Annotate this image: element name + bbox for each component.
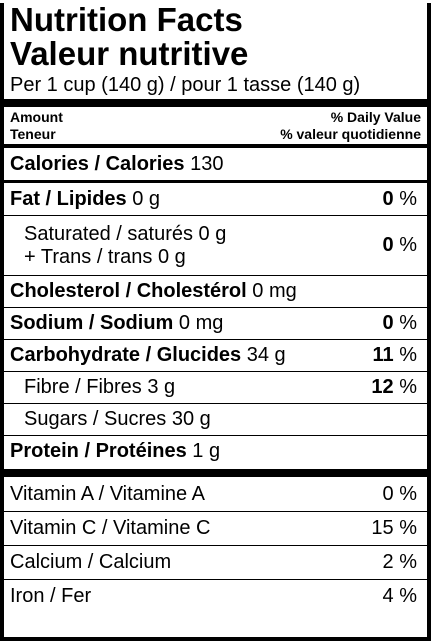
protein-label: Protein / Protéines — [10, 440, 187, 462]
cholesterol-amount: 0 mg — [252, 280, 297, 302]
panel-header: Nutrition Facts Valeur nutritive Per 1 c… — [4, 3, 427, 97]
saturated-label: Saturated / saturés — [24, 222, 193, 245]
fibre-amount: 3 g — [147, 376, 176, 398]
thick-divider — [4, 469, 427, 477]
fibre-pct-unit: % — [399, 376, 417, 398]
carbohydrate-label: Carbohydrate / Glucides — [10, 344, 242, 366]
calcium-pct: 2 % — [382, 551, 417, 573]
sugars-amount: 30 g — [171, 408, 211, 430]
trans-label: + Trans / trans — [24, 245, 153, 268]
iron-label: Iron / Fer — [10, 585, 92, 607]
divider — [4, 180, 427, 183]
sugars-label: Sugars / Sucres — [24, 408, 167, 430]
sodium-pct: 0 — [382, 312, 394, 334]
amount-heading-en: Amount — [10, 109, 63, 125]
thick-divider — [4, 99, 427, 107]
fibre-row: Fibre / Fibres 3 g 12 % — [4, 371, 427, 403]
fibre-label: Fibre / Fibres — [24, 376, 142, 398]
vitamin-c-label: Vitamin C / Vitamine C — [10, 517, 211, 539]
vitamin-c-pct: 15 % — [371, 517, 417, 539]
daily-value-heading: % Daily Value % valeur quotidienne — [280, 109, 421, 143]
protein-amount: 1 g — [192, 440, 221, 462]
fat-amount: 0 g — [132, 187, 161, 210]
sodium-pct-unit: % — [399, 312, 417, 334]
fat-pct-unit: % — [399, 187, 417, 210]
carbohydrate-row: Carbohydrate / Glucides 34 g 11 % — [4, 339, 427, 371]
calcium-row: Calcium / Calcium 2 % — [4, 545, 427, 579]
amount-heading-fr: Teneur — [10, 126, 56, 142]
iron-pct: 4 % — [382, 585, 417, 607]
nutrition-facts-panel: Nutrition Facts Valeur nutritive Per 1 c… — [0, 3, 431, 641]
calories-value: 130 — [190, 152, 224, 175]
saturated-trans-row: Saturated / saturés 0 g + Trans / trans … — [4, 215, 427, 275]
fat-pct: 0 — [382, 187, 394, 210]
sugars-row: Sugars / Sucres 30 g — [4, 403, 427, 435]
daily-value-heading-fr: % valeur quotidienne — [280, 126, 421, 142]
cholesterol-label: Cholesterol / Cholestérol — [10, 280, 247, 302]
vitamin-c-row: Vitamin C / Vitamine C 15 % — [4, 511, 427, 545]
column-header: Amount Teneur % Daily Value % valeur quo… — [4, 107, 427, 144]
carbohydrate-amount: 34 g — [246, 344, 286, 366]
vitamin-a-pct: 0 % — [382, 482, 417, 505]
title-french: Valeur nutritive — [10, 35, 249, 72]
saturated-amount: 0 g — [198, 222, 227, 245]
vitamin-a-label: Vitamin A / Vitamine A — [10, 482, 205, 505]
saturated-trans-pct: 0 — [382, 234, 394, 256]
sodium-label: Sodium / Sodium — [10, 312, 174, 334]
sodium-row: Sodium / Sodium 0 mg 0 % — [4, 307, 427, 339]
vitamin-a-row: Vitamin A / Vitamine A 0 % — [4, 477, 427, 511]
fat-row: Fat / Lipides 0 g 0 % — [4, 183, 427, 215]
serving-size: Per 1 cup (140 g) / pour 1 tasse (140 g) — [10, 74, 361, 96]
amount-heading: Amount Teneur — [10, 109, 63, 143]
calcium-label: Calcium / Calcium — [10, 551, 172, 573]
divider — [4, 144, 427, 148]
title-english: Nutrition Facts — [10, 1, 243, 38]
carbohydrate-pct-unit: % — [399, 344, 417, 366]
protein-row: Protein / Protéines 1 g — [4, 435, 427, 467]
calories-row: Calories / Calories 130 — [4, 148, 427, 180]
iron-row: Iron / Fer 4 % — [4, 579, 427, 613]
sodium-amount: 0 mg — [178, 312, 224, 334]
calories-label: Calories / Calories — [10, 152, 185, 175]
fibre-pct: 12 — [371, 376, 394, 398]
daily-value-heading-en: % Daily Value — [330, 109, 421, 125]
saturated-trans-pct-unit: % — [399, 234, 417, 256]
trans-amount: 0 g — [157, 245, 186, 268]
carbohydrate-pct: 11 — [372, 344, 394, 366]
fat-label: Fat / Lipides — [10, 187, 127, 210]
cholesterol-row: Cholesterol / Cholestérol 0 mg — [4, 275, 427, 307]
